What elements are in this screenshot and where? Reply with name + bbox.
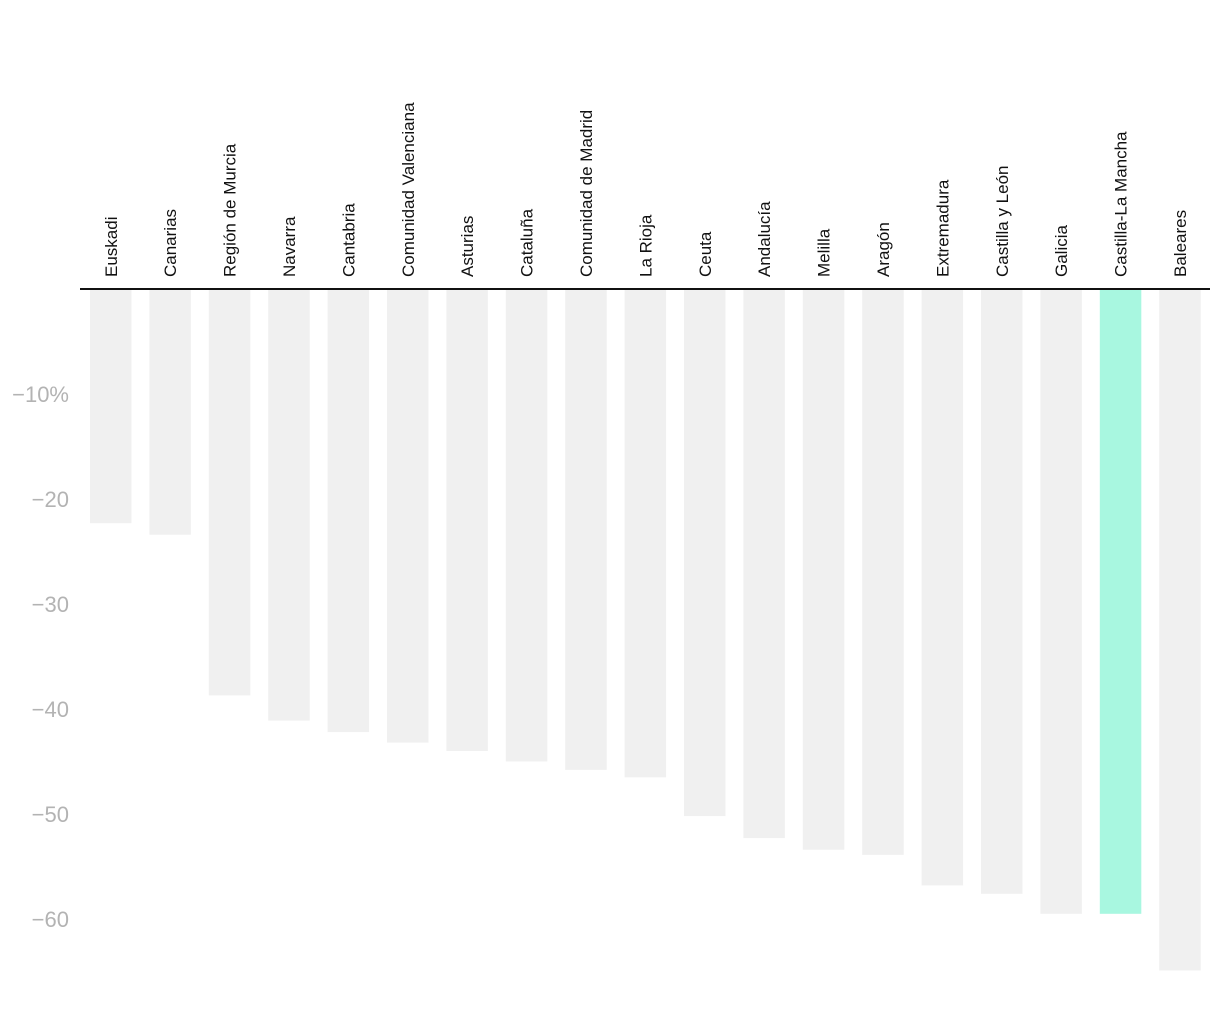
category-label: Asturias	[458, 216, 477, 277]
bar-cantabria	[327, 289, 370, 733]
category-label: Navarra	[280, 216, 299, 277]
bar-región-de-murcia	[208, 289, 251, 696]
category-label: Canarias	[161, 209, 180, 277]
category-label: Castilla-La Mancha	[1112, 131, 1131, 277]
bar-ceuta	[684, 289, 726, 817]
category-label: Cantabria	[339, 203, 358, 277]
category-labels: Euskadi Canarias Región de Murcia Navarra Ca…	[102, 102, 1190, 277]
category-label: Aragón	[874, 222, 893, 277]
bar-euskadi	[90, 289, 132, 524]
bar-melilla	[802, 289, 845, 850]
bar-extremadura	[921, 289, 964, 886]
category-label: Región de Murcia	[221, 143, 240, 277]
y-tick-label: −50	[32, 802, 69, 827]
bar-andalucía	[743, 289, 785, 839]
bar-comunidad-de-madrid	[565, 289, 607, 770]
category-label: Comunidad de Madrid	[577, 110, 596, 277]
category-label: Euskadi	[102, 217, 121, 277]
y-tick-label: −60	[32, 907, 69, 932]
bar-comunidad-valenciana	[387, 289, 429, 743]
bars	[90, 289, 1201, 971]
category-label: Baleares	[1171, 210, 1190, 277]
y-tick-label: −10%	[12, 382, 69, 407]
category-label: Melilla	[815, 228, 834, 277]
category-label: Comunidad Valenciana	[399, 102, 418, 277]
bar-aragón	[862, 289, 904, 855]
category-label: Extremadura	[933, 179, 952, 277]
bar-navarra	[268, 289, 310, 721]
y-tick-label: −20	[32, 487, 69, 512]
bar-canarias	[149, 289, 191, 535]
y-tick-label: −30	[32, 592, 69, 617]
category-label: Galicia	[1052, 224, 1071, 277]
y-axis-ticks: −10% −20 −30 −40 −50 −60	[12, 382, 69, 932]
bar-cataluña	[505, 289, 548, 762]
category-label: Castilla y León	[993, 165, 1012, 277]
y-tick-label: −40	[32, 697, 69, 722]
bar-baleares	[1159, 289, 1201, 971]
bar-castilla-y-león	[981, 289, 1023, 894]
category-label: Cataluña	[518, 208, 537, 277]
bar-asturias	[446, 289, 488, 751]
category-label: Ceuta	[696, 231, 715, 277]
bar-la-rioja	[624, 289, 667, 778]
category-label: Andalucía	[755, 201, 774, 277]
category-label: La Rioja	[636, 214, 655, 277]
bar-castilla-la-mancha	[1099, 289, 1142, 914]
bar-galicia	[1040, 289, 1082, 914]
